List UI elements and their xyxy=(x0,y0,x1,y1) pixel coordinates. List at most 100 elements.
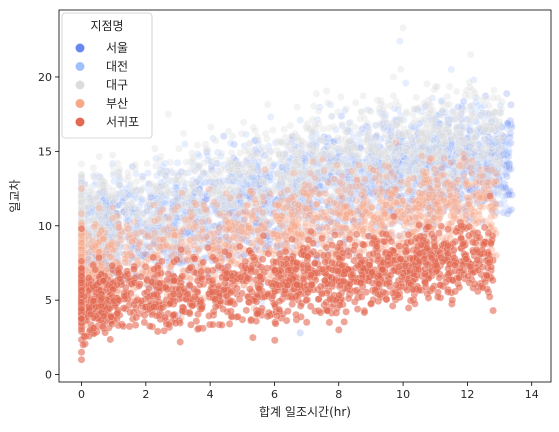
data-point xyxy=(334,108,342,116)
data-point xyxy=(188,149,196,157)
data-point xyxy=(469,140,478,148)
data-point xyxy=(367,107,375,116)
data-point xyxy=(322,87,331,95)
data-point xyxy=(234,160,242,168)
data-point xyxy=(490,86,498,95)
data-point xyxy=(329,122,338,131)
data-point xyxy=(501,183,510,192)
data-point xyxy=(227,149,236,157)
data-point xyxy=(77,160,86,168)
data-point xyxy=(389,92,398,100)
data-point xyxy=(359,92,367,100)
data-point xyxy=(401,79,410,87)
data-point xyxy=(173,195,182,204)
data-point xyxy=(267,147,276,156)
data-point xyxy=(295,148,304,157)
data-point xyxy=(204,175,213,183)
data-point xyxy=(466,116,474,125)
data-point xyxy=(352,196,361,205)
data-point xyxy=(217,149,226,158)
data-point xyxy=(277,137,286,146)
data-point xyxy=(394,102,403,110)
data-point xyxy=(452,169,460,177)
data-point xyxy=(319,137,328,145)
data-point xyxy=(171,169,180,178)
data-point xyxy=(236,149,245,157)
data-point xyxy=(495,117,504,126)
data-point xyxy=(109,186,117,195)
data-point xyxy=(226,158,234,167)
data-point xyxy=(204,146,212,154)
data-point xyxy=(281,161,290,169)
data-point xyxy=(443,101,451,109)
data-point xyxy=(501,203,510,211)
data-point xyxy=(95,152,104,161)
data-point xyxy=(179,178,188,187)
data-point xyxy=(495,188,504,196)
data-point xyxy=(328,153,337,162)
data-point xyxy=(360,137,368,146)
data-point xyxy=(181,140,189,148)
data-point xyxy=(212,155,220,164)
data-point xyxy=(118,188,127,197)
data-point xyxy=(266,113,275,121)
data-point xyxy=(180,168,189,177)
data-point xyxy=(378,106,387,114)
data-point xyxy=(409,129,417,138)
data-point xyxy=(296,329,305,337)
data-point xyxy=(151,144,159,153)
data-point xyxy=(443,92,452,101)
data-point xyxy=(476,151,485,160)
data-point xyxy=(173,159,182,167)
data-point xyxy=(431,83,440,91)
data-point xyxy=(478,96,486,104)
data-point xyxy=(447,115,455,123)
data-point xyxy=(357,108,366,116)
data-point xyxy=(402,109,411,118)
data-point xyxy=(337,93,345,101)
data-point xyxy=(294,134,303,143)
data-point xyxy=(351,98,360,107)
data-point xyxy=(182,158,191,167)
data-point xyxy=(333,134,342,142)
data-point xyxy=(275,180,284,189)
data-point xyxy=(108,151,117,159)
data-point xyxy=(207,123,215,131)
data-point xyxy=(402,147,410,156)
data-point xyxy=(452,87,461,96)
data-point xyxy=(346,144,355,152)
data-point xyxy=(505,140,514,148)
data-point xyxy=(216,169,224,178)
data-point xyxy=(246,139,254,147)
data-point xyxy=(392,157,401,166)
data-point xyxy=(102,189,110,198)
data-point xyxy=(344,126,353,134)
data-point xyxy=(486,155,495,164)
data-point xyxy=(219,132,228,140)
data-point xyxy=(345,138,353,146)
data-point xyxy=(83,203,92,211)
data-point xyxy=(233,166,242,175)
data-point xyxy=(131,160,140,169)
data-point xyxy=(353,153,362,162)
data-point xyxy=(323,99,332,107)
data-point xyxy=(166,158,175,167)
data-point xyxy=(292,157,301,166)
data-point xyxy=(342,104,351,113)
data-point xyxy=(234,185,243,194)
data-point xyxy=(502,89,511,98)
data-point xyxy=(371,149,380,158)
data-point xyxy=(77,209,86,218)
data-point xyxy=(409,119,418,128)
data-point xyxy=(311,145,320,154)
data-point xyxy=(245,173,254,181)
data-point xyxy=(466,50,475,59)
data-point xyxy=(155,168,164,177)
data-point xyxy=(258,143,267,152)
data-point xyxy=(466,102,475,111)
data-point xyxy=(99,180,107,189)
data-point xyxy=(398,130,407,138)
points-layer xyxy=(77,24,516,364)
data-point xyxy=(496,149,505,157)
data-point xyxy=(173,202,182,211)
